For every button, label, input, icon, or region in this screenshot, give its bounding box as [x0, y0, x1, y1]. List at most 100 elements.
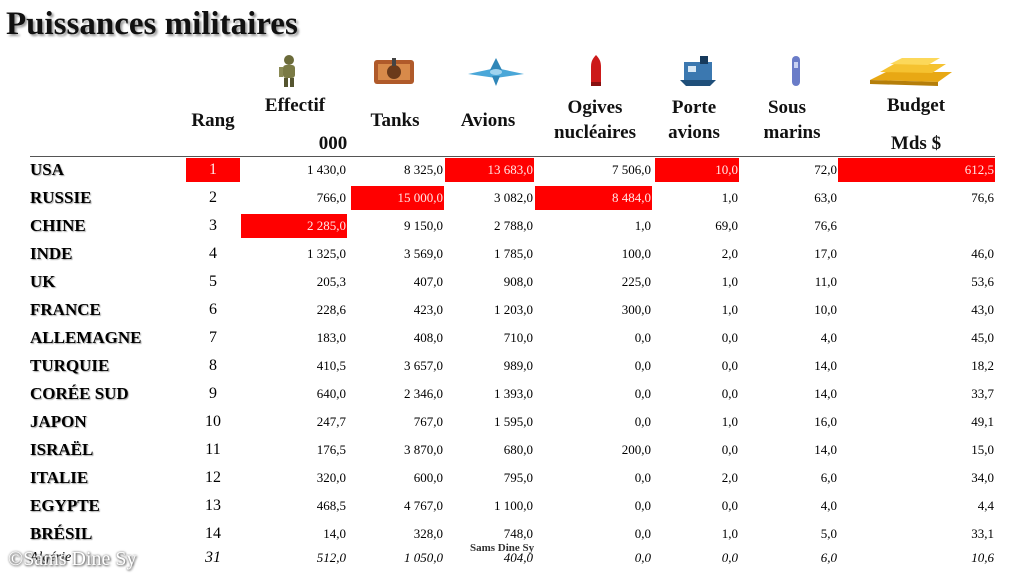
cell-budget: 45,0 [971, 330, 994, 345]
cell-country: JAPON [30, 412, 87, 431]
table-row: BRÉSIL 14 14,0 328,0 748,0 0,0 1,0 5,0 33,1 [0, 522, 1024, 550]
table-row: TURQUIE 8 410,5 3 657,0 989,0 0,0 0,0 14,0 18,2 [0, 354, 1024, 382]
cell-sous: 11,0 [814, 274, 837, 289]
cell-country: BRÉSIL [30, 524, 93, 543]
cell-avions: 1 393,0 [494, 386, 533, 401]
cell-effectif: 228,6 [316, 302, 346, 317]
warhead-icon [591, 55, 601, 86]
cell-ogives: 0,0 [634, 470, 651, 485]
cell-rank: 1 [186, 158, 240, 182]
table-row: ALLEMAGNE 7 183,0 408,0 710,0 0,0 0,0 4,0 45,0 [0, 326, 1024, 354]
table-row: ITALIE 12 320,0 600,0 795,0 0,0 2,0 6,0 34,0 [0, 466, 1024, 494]
cell-tanks: 767,0 [413, 414, 443, 429]
cell-tanks: 4 767,0 [404, 498, 443, 513]
soldier-icon [279, 55, 295, 87]
cell-rank: 3 [209, 217, 217, 234]
cell-sous: 6,0 [820, 470, 837, 485]
cell-rank: 6 [209, 301, 217, 318]
cell-sous: 72,0 [814, 162, 837, 177]
cell-tanks: 3 870,0 [404, 442, 443, 457]
header-divider [30, 156, 995, 157]
header-sous: Sous [767, 97, 807, 118]
cell-porte: 10,0 [655, 158, 739, 182]
table-row: UK 5 205,3 407,0 908,0 225,0 1,0 11,0 53,6 [0, 270, 1024, 298]
cell-avions: 1 100,0 [494, 498, 533, 513]
cell-rank: 7 [209, 329, 217, 346]
cell-ogives: 100,0 [621, 246, 651, 261]
cell-effectif: 205,3 [316, 274, 346, 289]
cell-rank: 9 [209, 385, 217, 402]
cell-budget [838, 214, 995, 238]
cell-tanks: 2 346,0 [404, 386, 443, 401]
cell-rank: 31 [205, 549, 221, 566]
cell-sous: 16,0 [814, 414, 837, 429]
tank-icon [374, 58, 414, 84]
cell-sous: 5,0 [820, 526, 837, 541]
cell-porte: 0,0 [721, 442, 738, 457]
cell-budget: 43,0 [971, 302, 994, 317]
cell-effectif: 410,5 [316, 358, 346, 373]
table-row: USA 1 1 430,0 8 325,0 13 683,0 7 506,0 10,0 72,… [0, 158, 1024, 186]
table-row: CORÉE SUD 9 640,0 2 346,0 1 393,0 0,0 0,0 14,0 3… [0, 382, 1024, 410]
cell-budget: 33,1 [971, 526, 994, 541]
cell-budget: 612,5 [838, 158, 995, 182]
cell-porte: 0,0 [721, 330, 738, 345]
cell-avions: 2 788,0 [494, 218, 533, 233]
cell-avions: 1 785,0 [494, 246, 533, 261]
cell-rank: 8 [209, 357, 217, 374]
cell-effectif: 183,0 [316, 330, 346, 345]
cell-porte: 0,0 [721, 358, 738, 373]
cell-sous: 63,0 [814, 190, 837, 205]
table-row: JAPON 10 247,7 767,0 1 595,0 0,0 1,0 16,0 49,1 [0, 410, 1024, 438]
header-porte-2: avions [668, 122, 720, 143]
cell-porte: 1,0 [721, 190, 738, 205]
cell-ogives: 7 506,0 [612, 162, 651, 177]
cell-country: CHINE [30, 216, 86, 235]
cell-budget: 10,6 [971, 550, 994, 565]
cell-ogives: 0,0 [634, 358, 651, 373]
cell-porte: 0,0 [721, 386, 738, 401]
cell-ogives: 0,0 [634, 414, 651, 429]
cell-tanks: 9 150,0 [404, 218, 443, 233]
cell-porte: 2,0 [721, 470, 738, 485]
header-budget-unit: Mds $ [890, 133, 942, 154]
cell-ogives: 225,0 [621, 274, 651, 289]
cell-tanks: 3 657,0 [404, 358, 443, 373]
cell-effectif: 320,0 [316, 470, 346, 485]
cell-effectif: 512,0 [316, 550, 346, 565]
cell-sous: 6,0 [820, 550, 837, 565]
header-avions: Avions [460, 110, 516, 131]
cell-country: USA [30, 160, 65, 179]
cell-ogives: 0,0 [634, 498, 651, 513]
cell-country: Algérie [30, 550, 72, 565]
table-row: RUSSIE 2 766,0 15 000,0 3 082,0 8 484,0 1,0 63,… [0, 186, 1024, 214]
cell-country: ISRAËL [30, 440, 94, 459]
cell-effectif: 176,5 [316, 442, 346, 457]
cell-sous: 10,0 [814, 302, 837, 317]
cell-tanks: 408,0 [413, 330, 443, 345]
cell-avions: 710,0 [503, 330, 533, 345]
footer-credit: Sams Dine Sy [470, 542, 535, 554]
cell-tanks: 423,0 [413, 302, 443, 317]
cell-porte: 2,0 [721, 246, 738, 261]
cell-effectif: 640,0 [316, 386, 346, 401]
gold-bars-icon [870, 58, 952, 86]
cell-tanks: 600,0 [413, 470, 443, 485]
cell-tanks: 15 000,0 [351, 186, 444, 210]
cell-avions: 680,0 [503, 442, 533, 457]
cell-rank: 13 [205, 497, 221, 514]
cell-porte: 1,0 [721, 302, 738, 317]
cell-rank: 11 [205, 441, 221, 458]
cell-porte: 1,0 [721, 274, 738, 289]
header-sous-2: marins [763, 122, 821, 143]
cell-country: FRANCE [30, 300, 101, 319]
cell-ogives: 0,0 [634, 386, 651, 401]
cell-ogives: 0,0 [634, 550, 651, 565]
cell-avions: 1 595,0 [494, 414, 533, 429]
page-title: Puissances militaires [6, 6, 298, 42]
cell-avions: 404,0 [503, 550, 533, 565]
cell-avions: 13 683,0 [445, 158, 534, 182]
table-row: INDE 4 1 325,0 3 569,0 1 785,0 100,0 2,0 17,0 46… [0, 242, 1024, 270]
cell-rank: 2 [209, 189, 217, 206]
header-tanks: Tanks [370, 110, 420, 131]
